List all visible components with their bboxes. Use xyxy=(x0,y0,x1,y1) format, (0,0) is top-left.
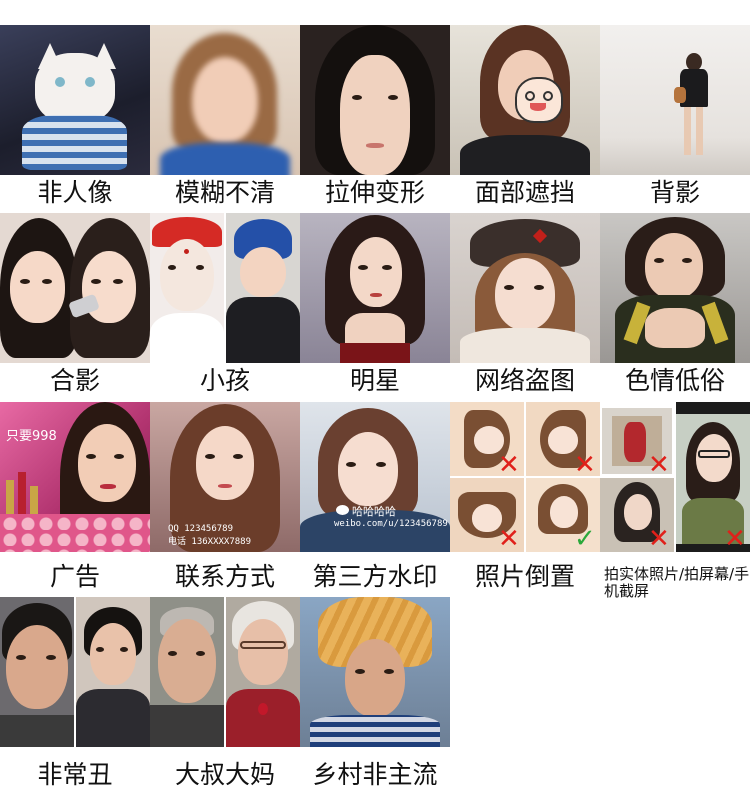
wrong-mark-icon: ✕ xyxy=(648,450,670,480)
right-mark-icon: ✓ xyxy=(574,524,596,552)
photo-orientation-grid: ✕ ✕ ✕ ✓ xyxy=(450,402,600,552)
photo-internet-girl xyxy=(450,213,600,363)
photo-back-view xyxy=(600,25,750,175)
photo-stretched-face xyxy=(300,25,450,175)
photo-celebrity xyxy=(300,213,450,363)
photo-rural-non-mainstream xyxy=(300,597,450,747)
caption-internet-photo: 网络盗图 xyxy=(474,366,575,395)
caption-child: 小孩 xyxy=(199,366,250,395)
caption-face-covered: 面部遮挡 xyxy=(474,178,575,207)
photo-contact-info: QQ 123456789 电话 136XXXX7889 xyxy=(150,402,300,552)
wrong-mark-icon: ✕ xyxy=(498,450,520,480)
wrong-mark-icon: ✕ xyxy=(498,524,520,552)
caption-upside-down: 照片倒置 xyxy=(474,562,575,591)
photo-blurry-girl xyxy=(150,25,300,175)
photo-screen-captures: ✕ ✕ ✕ xyxy=(600,402,750,552)
photo-watermark: 哈哈哈哈 weibo.com/u/123456789 xyxy=(300,402,450,552)
contact-phone-text: 电话 136XXXX7889 xyxy=(168,537,252,547)
caption-rural-non-mainstream: 乡村非主流 xyxy=(312,760,438,789)
wrong-mark-icon: ✕ xyxy=(648,524,670,552)
caption-watermark: 第三方水印 xyxy=(312,562,438,591)
photo-middle-aged xyxy=(150,597,300,747)
contact-qq-text: QQ 123456789 xyxy=(168,524,234,534)
photo-very-ugly xyxy=(0,597,150,747)
photo-children xyxy=(150,213,300,363)
caption-group-photo: 合影 xyxy=(49,366,100,395)
photo-group xyxy=(0,213,150,363)
caption-non-portrait: 非人像 xyxy=(37,178,113,207)
caption-advertisement: 广告 xyxy=(49,562,100,591)
photo-covered-face xyxy=(450,25,600,175)
photo-cat xyxy=(0,25,150,175)
caption-blurry: 模糊不清 xyxy=(174,178,275,207)
watermark-name-text: 哈哈哈哈 xyxy=(352,505,396,518)
photo-advertisement: 只要998 xyxy=(0,402,150,552)
caption-back-view: 背影 xyxy=(649,178,700,207)
caption-screen-capture: 拍实体照片/拍屏幕/手机截屏 xyxy=(604,565,750,600)
caption-middle-aged: 大叔大妈 xyxy=(174,760,275,789)
caption-celebrity: 明星 xyxy=(349,366,400,395)
caption-stretched: 拉伸变形 xyxy=(324,178,425,207)
weibo-logo-icon xyxy=(336,505,349,515)
ad-overlay-text: 只要998 xyxy=(6,429,57,444)
caption-very-ugly: 非常丑 xyxy=(37,760,113,789)
wrong-mark-icon: ✕ xyxy=(574,450,596,480)
photo-vulgar xyxy=(600,213,750,363)
cartoon-face-sticker xyxy=(515,77,563,123)
watermark-url-text: weibo.com/u/123456789 xyxy=(334,519,448,529)
caption-contact-info: 联系方式 xyxy=(174,562,275,591)
caption-vulgar: 色情低俗 xyxy=(624,366,725,395)
wrong-mark-icon: ✕ xyxy=(724,524,746,552)
